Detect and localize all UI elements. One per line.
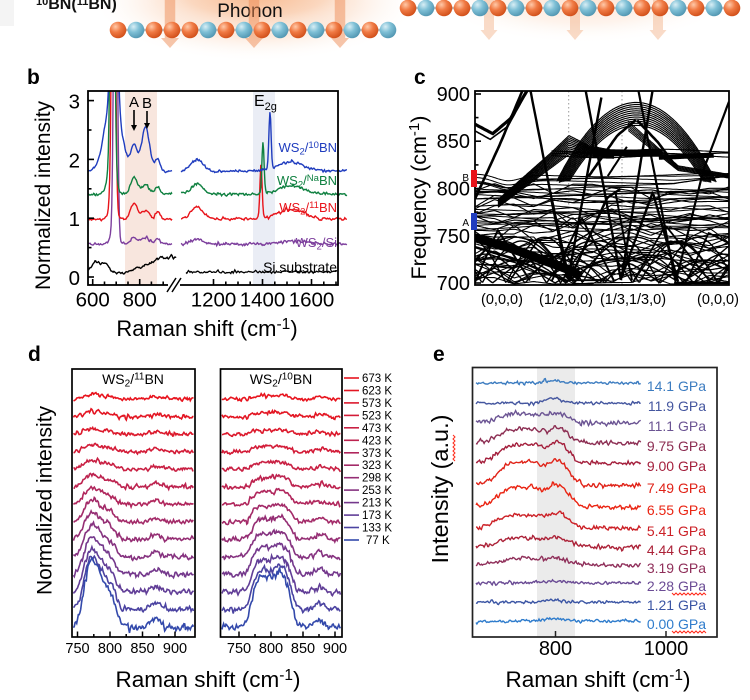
svg-text:WS2/11BN: WS2/11BN (279, 200, 337, 218)
svg-text:900: 900 (163, 641, 187, 657)
svg-text:900: 900 (437, 84, 470, 106)
svg-text:A: A (462, 218, 469, 229)
svg-text:323 K: 323 K (362, 460, 392, 472)
svg-text:9.75 GPa: 9.75 GPa (647, 438, 706, 454)
svg-text:Raman shift (cm-1): Raman shift (cm-1) (115, 667, 300, 692)
svg-text:(0,0,0): (0,0,0) (481, 292, 523, 308)
svg-text:4.44 GPa: 4.44 GPa (647, 542, 706, 558)
svg-text:2.28 GPa: 2.28 GPa (647, 578, 706, 594)
svg-text:Raman shift (cm-1): Raman shift (cm-1) (505, 667, 690, 692)
svg-text:800: 800 (98, 641, 122, 657)
svg-text:900: 900 (323, 641, 347, 657)
svg-text:3: 3 (69, 91, 80, 114)
svg-text:253 K: 253 K (362, 485, 392, 497)
svg-text:1400: 1400 (240, 289, 286, 312)
svg-text:800: 800 (259, 641, 283, 657)
svg-text:d: d (28, 343, 41, 366)
svg-text:A: A (129, 94, 139, 111)
svg-text:173 K: 173 K (362, 510, 392, 522)
svg-text:(0,0,0): (0,0,0) (697, 292, 739, 308)
svg-text:213 K: 213 K (362, 498, 392, 510)
svg-text:B: B (142, 95, 152, 112)
svg-text:Frequency (cm-1): Frequency (cm-1) (406, 116, 431, 280)
svg-text:850: 850 (130, 641, 154, 657)
svg-text:7.49 GPa: 7.49 GPa (647, 480, 706, 496)
svg-text:800: 800 (539, 638, 572, 660)
svg-text:423 K: 423 K (362, 435, 392, 447)
svg-text:700: 700 (437, 273, 470, 295)
svg-text:600: 600 (76, 289, 110, 312)
svg-text:9.00 GPa: 9.00 GPa (647, 458, 706, 474)
svg-text:c: c (414, 66, 426, 89)
svg-text:WS2/NaBN: WS2/NaBN (277, 173, 337, 191)
svg-text:673 K: 673 K (362, 373, 392, 385)
svg-text:750: 750 (65, 641, 89, 657)
svg-text:298 K: 298 K (362, 473, 392, 485)
svg-text:5.41 GPa: 5.41 GPa (647, 523, 706, 539)
svg-text:Normalized intensity: Normalized intensity (32, 100, 55, 290)
svg-text:0.00 GPa: 0.00 GPa (647, 616, 706, 632)
svg-text:2: 2 (69, 150, 80, 173)
svg-text:WS2/11BN: WS2/11BN (102, 371, 164, 390)
svg-text:e: e (433, 343, 445, 366)
svg-text:850: 850 (291, 641, 315, 657)
svg-text:11.1 GPa: 11.1 GPa (648, 418, 706, 434)
svg-text:850: 850 (437, 131, 470, 153)
svg-text:Raman shift (cm-1): Raman shift (cm-1) (116, 316, 297, 341)
svg-text:Si substrate: Si substrate (263, 259, 337, 275)
svg-text:(1/3,1/3,0): (1/3,1/3,0) (600, 292, 666, 308)
svg-text:1.21 GPa: 1.21 GPa (647, 597, 706, 613)
svg-text:750: 750 (437, 226, 470, 248)
svg-text:3.19 GPa: 3.19 GPa (647, 560, 706, 576)
svg-text:14.1 GPa: 14.1 GPa (647, 378, 706, 394)
svg-text:WS2/Si: WS2/Si (296, 235, 338, 253)
svg-text:10BN(11BN): 10BN(11BN) (36, 0, 117, 13)
svg-text:Normalized intensity: Normalized intensity (34, 405, 57, 595)
svg-text:1: 1 (69, 208, 80, 231)
svg-text:(1/2,0,0): (1/2,0,0) (539, 292, 593, 308)
svg-text:800: 800 (437, 179, 470, 201)
svg-text:0: 0 (69, 267, 80, 290)
svg-text:800: 800 (123, 289, 157, 312)
svg-text:133 K: 133 K (362, 523, 392, 535)
svg-text:b: b (27, 66, 40, 89)
svg-text:WS2/10BN: WS2/10BN (278, 140, 337, 158)
svg-text:623 K: 623 K (362, 386, 392, 398)
svg-text:750: 750 (227, 641, 251, 657)
svg-text:1000: 1000 (644, 638, 689, 660)
svg-text:11.9 GPa: 11.9 GPa (648, 398, 706, 414)
svg-text:WS2/10BN: WS2/10BN (250, 371, 313, 390)
svg-text:6.55 GPa: 6.55 GPa (647, 502, 706, 518)
svg-text:373 K: 373 K (362, 448, 392, 460)
svg-text:B: B (462, 173, 469, 184)
svg-text:Intensity (a.u.): Intensity (a.u.) (427, 415, 453, 564)
svg-text:77 K: 77 K (366, 535, 390, 547)
svg-text:523 K: 523 K (362, 410, 392, 422)
svg-text:1600: 1600 (289, 289, 335, 312)
svg-text:1200: 1200 (191, 289, 237, 312)
svg-text:573 K: 573 K (362, 398, 392, 410)
svg-text:473 K: 473 K (362, 423, 392, 435)
